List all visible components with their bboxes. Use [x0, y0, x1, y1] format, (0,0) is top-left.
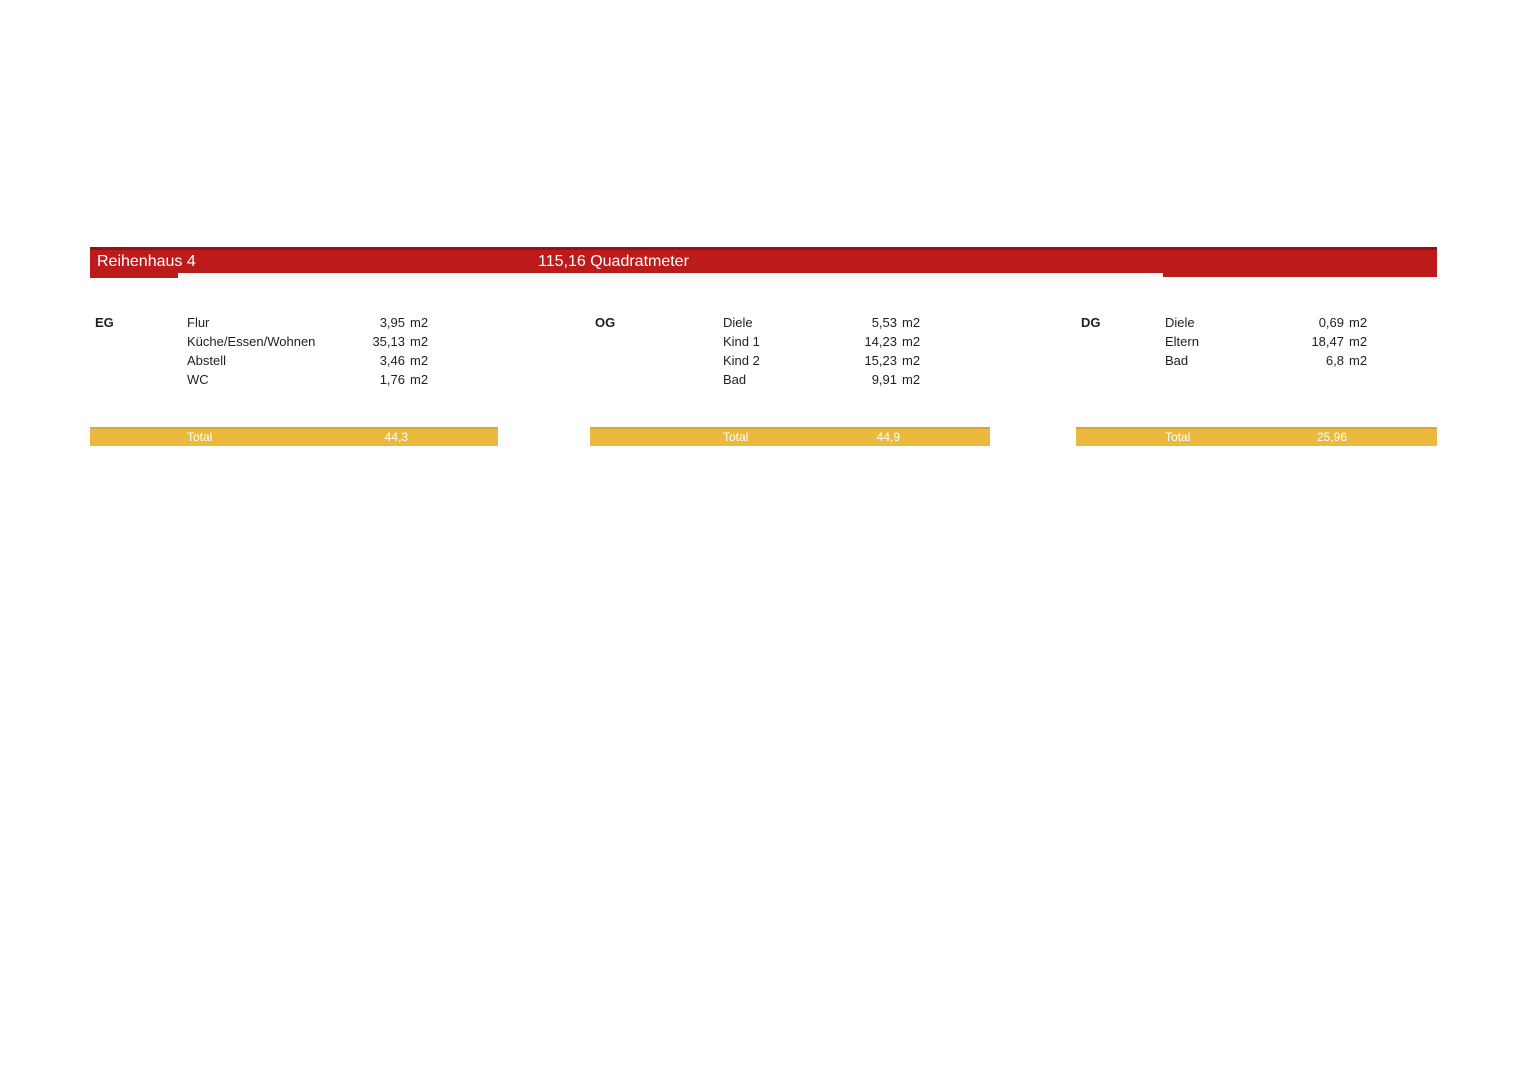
room-name: Bad: [1165, 353, 1189, 368]
floor-label: OG: [595, 315, 616, 330]
room-list: Diele 0,69 m2 Eltern 18,47 m2 Bad 6,8 m2: [1076, 313, 1437, 370]
room-area-value: 18,47: [1311, 334, 1344, 349]
title-bar-left-extension: [90, 273, 178, 278]
total-label: Total: [723, 430, 749, 444]
room-area-value: 15,23: [864, 353, 897, 368]
total-value: 25,96: [1316, 430, 1347, 444]
area-unit: m2: [410, 353, 429, 368]
room-row: Kind 2 15,23 m2: [590, 351, 990, 370]
room-area-value: 9,91: [871, 372, 897, 387]
room-area-value: 14,23: [864, 334, 897, 349]
room-row: Küche/Essen/Wohnen 35,13 m2: [90, 332, 498, 351]
room-area-value: 35,13: [372, 334, 405, 349]
room-row: Diele 0,69 m2: [1076, 313, 1437, 332]
room-row: Bad 6,8 m2: [1076, 351, 1437, 370]
room-area-value: 1,76: [379, 372, 405, 387]
room-row: Abstell 3,46 m2: [90, 351, 498, 370]
room-row: WC 1,76 m2: [90, 370, 498, 389]
room-name: WC: [187, 372, 209, 387]
area-unit: m2: [902, 372, 921, 387]
area-unit: m2: [1349, 315, 1368, 330]
area-unit: m2: [902, 353, 921, 368]
total-label: Total: [187, 430, 213, 444]
area-unit: m2: [410, 334, 429, 349]
area-unit: m2: [902, 334, 921, 349]
room-area-value: 6,8: [1325, 353, 1344, 368]
room-name: Bad: [723, 372, 747, 387]
title-bar-right-extension: [1163, 273, 1437, 277]
floor-group: DG Diele 0,69 m2 Eltern 18,47 m2 Bad 6,8…: [1076, 313, 1437, 453]
room-name: Kind 2: [723, 353, 760, 368]
floor-group: OG Diele 5,53 m2 Kind 1 14,23 m2 Kind 2 …: [590, 313, 990, 453]
total-label: Total: [1165, 430, 1191, 444]
area-unit: m2: [410, 315, 429, 330]
total-area-text: 115,16 Quadratmeter: [538, 253, 689, 270]
area-unit: m2: [410, 372, 429, 387]
room-name: Diele: [1165, 315, 1195, 330]
room-area-value: 0,69: [1318, 315, 1344, 330]
room-name: Diele: [723, 315, 753, 330]
room-row: Flur 3,95 m2: [90, 313, 498, 332]
floor-total-bar: Total 25,96: [1076, 427, 1437, 446]
area-unit: m2: [902, 315, 921, 330]
total-value: 44,3: [384, 430, 408, 444]
room-row: Bad 9,91 m2: [590, 370, 990, 389]
floor-label: EG: [95, 315, 114, 330]
room-area-value: 5,53: [871, 315, 897, 330]
room-area-value: 3,95: [379, 315, 405, 330]
room-name: Eltern: [1165, 334, 1199, 349]
room-row: Eltern 18,47 m2: [1076, 332, 1437, 351]
area-unit: m2: [1349, 334, 1368, 349]
house-title: Reihenhaus 4: [97, 253, 196, 270]
room-area-value: 3,46: [379, 353, 405, 368]
room-row: Kind 1 14,23 m2: [590, 332, 990, 351]
area-unit: m2: [1349, 353, 1368, 368]
floor-total-bar: Total 44,3: [90, 427, 498, 446]
header-top-border: [90, 247, 1437, 250]
floor-group: EG Flur 3,95 m2 Küche/Essen/Wohnen 35,13…: [90, 313, 498, 453]
room-list: Diele 5,53 m2 Kind 1 14,23 m2 Kind 2 15,…: [590, 313, 990, 389]
floor-label: DG: [1081, 315, 1101, 330]
room-name: Kind 1: [723, 334, 760, 349]
room-list: Flur 3,95 m2 Küche/Essen/Wohnen 35,13 m2…: [90, 313, 498, 389]
title-bar: Reihenhaus 4 115,16 Quadratmeter: [90, 250, 1437, 273]
room-name: Flur: [187, 315, 210, 330]
room-name: Abstell: [187, 353, 227, 368]
room-row: Diele 5,53 m2: [590, 313, 990, 332]
total-value: 44,9: [876, 430, 900, 444]
floor-total-bar: Total 44,9: [590, 427, 990, 446]
room-name: Küche/Essen/Wohnen: [187, 334, 316, 349]
